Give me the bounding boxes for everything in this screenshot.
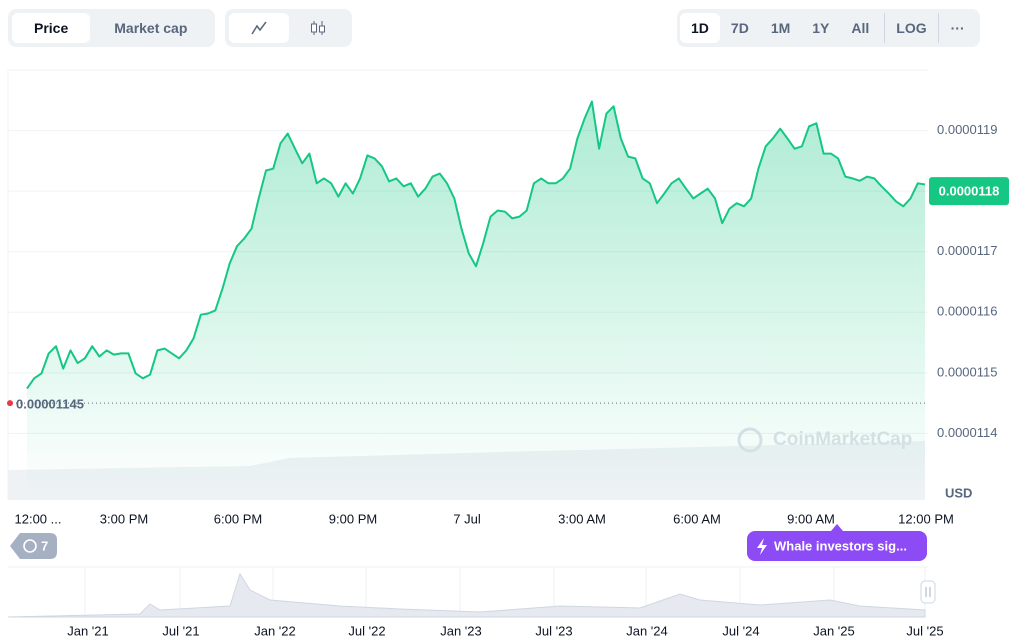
x-tick-label: 12:00 PM xyxy=(898,511,954,526)
view-toggle: Price Market cap xyxy=(8,9,216,47)
navigator-area xyxy=(7,572,926,618)
navigator-label: Jul '25 xyxy=(906,623,943,638)
x-tick-label: 12:00 ... xyxy=(15,511,62,526)
price-line xyxy=(26,100,926,390)
bolt-icon xyxy=(757,538,767,555)
more-button[interactable]: ··· xyxy=(937,13,977,43)
y-tick-label: 0.0000116 xyxy=(937,304,998,319)
y-tick-label: 0.0000115 xyxy=(937,364,998,379)
line-icon xyxy=(251,21,267,35)
navigator-label: Jan '25 xyxy=(813,623,855,638)
event-label: Whale investors sig... xyxy=(774,538,907,553)
navigator-label: Jan '22 xyxy=(254,623,296,638)
candle-icon xyxy=(311,21,326,35)
navigator-label: Jul '24 xyxy=(722,623,759,638)
range-toggle: 1D 7D 1M 1Y All LOG ··· xyxy=(677,9,980,47)
candle-style-button[interactable] xyxy=(289,13,349,43)
events-badge xyxy=(10,533,57,559)
volume-area xyxy=(8,441,925,500)
currency-label: USD xyxy=(945,485,972,500)
y-tick-label: 0.0000119 xyxy=(937,122,998,137)
y-tick-label: 0.0000117 xyxy=(937,243,998,258)
history-icon xyxy=(23,539,37,553)
range-button[interactable]: 1M xyxy=(770,20,791,36)
navigator-handle xyxy=(920,580,936,604)
x-tick-label: 6:00 PM xyxy=(214,511,262,526)
navigator-label: Jan '24 xyxy=(626,623,668,638)
open-marker xyxy=(7,400,13,407)
chart-style-toggle xyxy=(225,9,352,47)
current-price-label: 0.0000118 xyxy=(939,184,1000,199)
range-button[interactable]: All xyxy=(851,20,870,36)
navigator-label: Jul '21 xyxy=(162,623,199,638)
navigator-label: Jan '23 xyxy=(440,623,482,638)
x-tick-label: 3:00 AM xyxy=(558,511,606,526)
x-tick-label: 3:00 PM xyxy=(100,511,148,526)
x-tick-label: 7 Jul xyxy=(453,511,481,526)
current-price-badge xyxy=(929,177,1009,206)
range-button[interactable]: 7D xyxy=(730,20,749,36)
open-price-label: 0.00001145 xyxy=(16,397,84,412)
x-tick-label: 6:00 AM xyxy=(673,511,721,526)
y-tick-label: 0.0000114 xyxy=(937,425,998,440)
range-button[interactable]: 1Y xyxy=(812,20,830,36)
price-tab[interactable]: Price xyxy=(12,13,91,43)
range-button[interactable]: 1D xyxy=(680,13,720,43)
navigator-label: Jan '21 xyxy=(67,623,109,638)
watermark: CoinMarketCap xyxy=(773,429,912,450)
x-tick-label: 9:00 AM xyxy=(787,511,835,526)
market-cap-tab[interactable]: Market cap xyxy=(114,20,188,36)
x-tick-label: 9:00 PM xyxy=(329,511,377,526)
price-area xyxy=(27,101,925,500)
y-tick-label: 0.0000118 xyxy=(937,183,998,198)
event-pointer xyxy=(831,524,843,531)
watermark-logo xyxy=(737,427,763,453)
event-badge xyxy=(747,531,927,561)
events-count: 7 xyxy=(41,538,48,553)
range-button[interactable]: LOG xyxy=(884,13,937,43)
line-style-button[interactable] xyxy=(229,13,289,43)
navigator-label: Jul '22 xyxy=(348,623,385,638)
navigator-label: Jul '23 xyxy=(535,623,572,638)
